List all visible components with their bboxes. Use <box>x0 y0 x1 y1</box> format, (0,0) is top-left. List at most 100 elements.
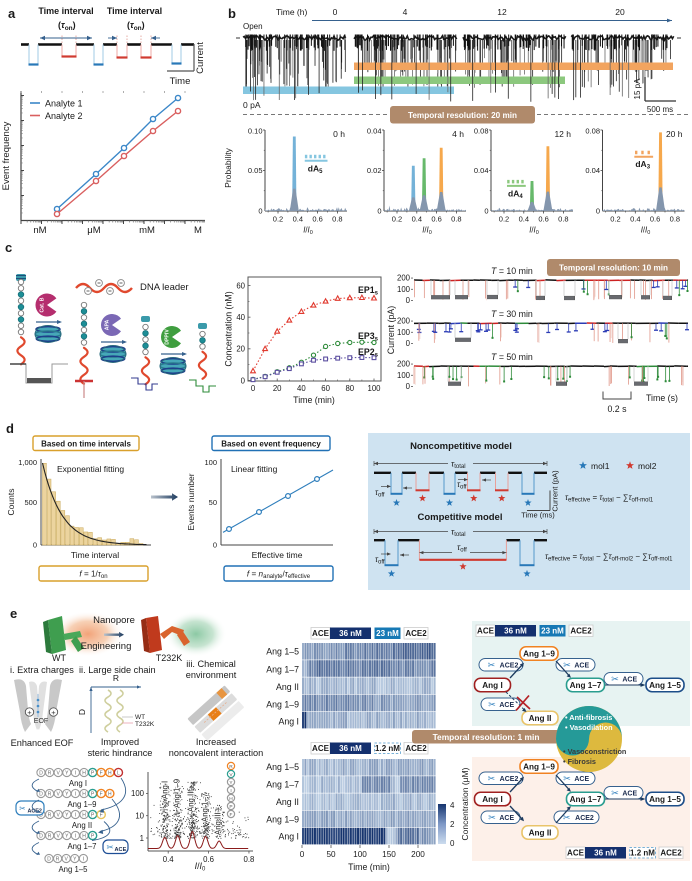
svg-text:V: V <box>57 771 61 777</box>
svg-text:20: 20 <box>273 384 282 393</box>
svg-text:ACE2: ACE2 <box>660 849 682 858</box>
svg-text:0.08: 0.08 <box>585 127 600 136</box>
svg-text:0.2 s: 0.2 s <box>607 404 627 414</box>
svg-text:0.6: 0.6 <box>203 855 214 864</box>
svg-text:a: a <box>8 6 16 21</box>
svg-text:36 nM: 36 nM <box>339 629 362 638</box>
svg-text:D: D <box>39 834 43 840</box>
svg-text:ACE: ACE <box>622 676 637 683</box>
svg-text:Analyte 1: Analyte 1 <box>45 99 83 109</box>
svg-text:Noncompetitive model: Noncompetitive model <box>410 441 512 452</box>
svg-text:τoff: τoff <box>375 555 385 566</box>
svg-text:ACE: ACE <box>499 702 514 709</box>
svg-text:0: 0 <box>251 384 256 393</box>
svg-text:0: 0 <box>484 207 488 216</box>
svg-text:Ang I: Ang I <box>69 779 87 788</box>
svg-text:100: 100 <box>397 371 411 380</box>
svg-text:0.4: 0.4 <box>519 215 529 224</box>
svg-text:I/I0: I/I0 <box>195 861 206 873</box>
svg-text:Time (s): Time (s) <box>646 393 678 403</box>
svg-text:0.04: 0.04 <box>585 166 600 175</box>
svg-text:36 nM: 36 nM <box>504 627 527 636</box>
svg-text:R: R <box>48 834 52 840</box>
svg-text:Open: Open <box>243 22 263 31</box>
svg-text:ACE: ACE <box>312 629 330 638</box>
svg-text:Ang II: Ang II <box>529 714 552 723</box>
svg-text:Ang III: Ang III <box>213 812 222 835</box>
svg-text:Concentration (μM): Concentration (μM) <box>460 767 470 840</box>
svg-text:dA4: dA4 <box>508 188 523 200</box>
svg-text:ACE: ACE <box>622 790 637 797</box>
svg-text:I: I <box>75 771 76 777</box>
svg-text:Increased: Increased <box>196 737 236 747</box>
svg-text:✂: ✂ <box>563 812 571 822</box>
svg-text:P: P <box>91 813 95 819</box>
svg-text:Based on time intervals: Based on time intervals <box>41 440 131 449</box>
svg-text:500: 500 <box>24 498 37 507</box>
svg-text:τeffective = τtotal − ∑τoff-mo: τeffective = τtotal − ∑τoff-mol1 <box>565 493 654 504</box>
svg-text:T = 10 min: T = 10 min <box>491 266 533 276</box>
svg-text:0.04: 0.04 <box>367 127 382 136</box>
svg-text:Ang 1–7: Ang 1–7 <box>266 780 299 790</box>
svg-text:R: R <box>56 857 60 863</box>
svg-text:Temporal resolution: 10 min: Temporal resolution: 10 min <box>559 264 668 273</box>
svg-text:D: D <box>39 813 43 819</box>
svg-text:I: I <box>75 813 76 819</box>
svg-text:τoff: τoff <box>457 480 467 491</box>
svg-text:Time (min): Time (min) <box>348 862 390 872</box>
svg-text:12 h: 12 h <box>554 129 571 139</box>
svg-text:P: P <box>91 792 95 798</box>
svg-text:mol1: mol1 <box>591 461 610 471</box>
svg-text:100: 100 <box>367 384 381 393</box>
svg-text:e: e <box>10 606 17 621</box>
svg-text:Events number: Events number <box>186 473 196 530</box>
svg-text:0: 0 <box>300 850 305 859</box>
svg-text:50: 50 <box>209 498 217 507</box>
svg-text:H: H <box>108 771 112 777</box>
svg-text:d: d <box>6 421 14 436</box>
svg-text:DNA leader: DNA leader <box>140 282 189 293</box>
svg-text:H: H <box>82 792 86 798</box>
svg-text:Ang 1–5: Ang 1–5 <box>649 681 681 690</box>
svg-text:Temporal resolution: 1 min: Temporal resolution: 1 min <box>433 732 540 742</box>
svg-text:steric hindrance: steric hindrance <box>88 748 153 758</box>
svg-text:50: 50 <box>326 850 336 859</box>
svg-text:• Vasoconstriction: • Vasoconstriction <box>563 747 626 756</box>
svg-text:Time interval: Time interval <box>107 6 162 16</box>
svg-text:200: 200 <box>411 850 425 859</box>
svg-text:ACE: ACE <box>567 849 585 858</box>
svg-text:I: I <box>75 834 76 840</box>
svg-text:Ang 1–9: Ang 1–9 <box>523 649 555 658</box>
svg-text:EP2s: EP2s <box>358 347 379 359</box>
svg-text:150: 150 <box>382 850 396 859</box>
svg-text:+: + <box>51 708 56 717</box>
svg-text:Based on event frequency: Based on event frequency <box>221 440 321 449</box>
svg-text:2: 2 <box>450 820 455 829</box>
svg-text:D: D <box>47 857 51 863</box>
svg-text:0 h: 0 h <box>333 129 345 139</box>
svg-text:iii. Chemical: iii. Chemical <box>186 659 236 669</box>
svg-text:20: 20 <box>615 7 625 17</box>
svg-text:environment: environment <box>186 670 237 680</box>
svg-text:200: 200 <box>397 274 411 283</box>
svg-text:i. Extra charges: i. Extra charges <box>10 665 74 675</box>
svg-text:1,000: 1,000 <box>18 458 37 467</box>
svg-text:Ang II: Ang II <box>187 792 196 812</box>
svg-text:ACE2: ACE2 <box>28 808 42 814</box>
svg-text:Nanopore: Nanopore <box>93 615 135 626</box>
svg-text:dA5: dA5 <box>308 163 323 175</box>
svg-text:0.2: 0.2 <box>610 215 620 224</box>
svg-text:0.8: 0.8 <box>332 215 342 224</box>
svg-text:c: c <box>5 240 12 255</box>
svg-text:0.6: 0.6 <box>431 215 441 224</box>
svg-text:τoff: τoff <box>375 488 385 499</box>
svg-text:• Anti-fibrosis: • Anti-fibrosis <box>565 713 612 722</box>
svg-text:15 pA: 15 pA <box>633 78 642 100</box>
svg-text:H: H <box>82 813 86 819</box>
svg-text:APA: APA <box>105 319 111 330</box>
svg-text:nM: nM <box>33 225 46 236</box>
svg-text:0.8: 0.8 <box>558 215 568 224</box>
svg-text:Time (ms): Time (ms) <box>521 511 555 520</box>
svg-text:0: 0 <box>406 339 411 348</box>
svg-text:0.6: 0.6 <box>650 215 660 224</box>
